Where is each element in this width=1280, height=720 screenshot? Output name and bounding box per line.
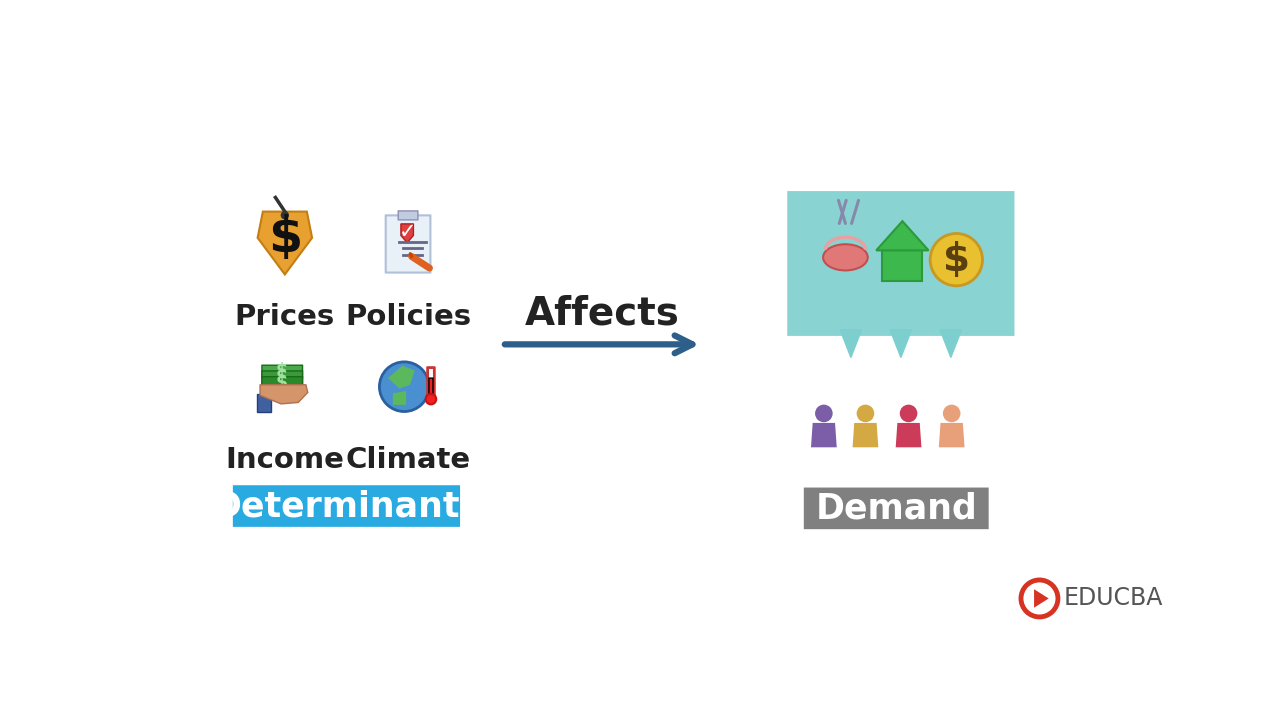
Polygon shape bbox=[940, 330, 961, 357]
Polygon shape bbox=[852, 423, 878, 447]
Text: $: $ bbox=[276, 368, 288, 386]
Text: Affects: Affects bbox=[525, 294, 680, 333]
Polygon shape bbox=[812, 423, 837, 447]
Text: ✓: ✓ bbox=[398, 222, 416, 242]
Text: Policies: Policies bbox=[346, 303, 471, 331]
Text: $: $ bbox=[268, 214, 302, 262]
FancyBboxPatch shape bbox=[398, 211, 417, 220]
Text: EDUCBA: EDUCBA bbox=[1064, 587, 1164, 611]
Circle shape bbox=[856, 405, 874, 422]
Text: Demand: Demand bbox=[815, 491, 977, 526]
FancyBboxPatch shape bbox=[429, 378, 433, 399]
Polygon shape bbox=[393, 391, 406, 405]
FancyBboxPatch shape bbox=[233, 485, 460, 527]
Polygon shape bbox=[938, 423, 965, 447]
Ellipse shape bbox=[823, 244, 868, 271]
Text: $: $ bbox=[943, 240, 970, 279]
Circle shape bbox=[815, 405, 833, 422]
FancyBboxPatch shape bbox=[428, 368, 434, 400]
FancyBboxPatch shape bbox=[804, 487, 988, 529]
Text: Climate: Climate bbox=[346, 446, 471, 474]
Circle shape bbox=[900, 405, 918, 422]
Polygon shape bbox=[890, 330, 911, 357]
Polygon shape bbox=[877, 221, 928, 251]
Polygon shape bbox=[388, 366, 415, 389]
FancyArrowPatch shape bbox=[504, 336, 692, 354]
Polygon shape bbox=[896, 423, 922, 447]
Polygon shape bbox=[882, 251, 923, 282]
Polygon shape bbox=[257, 395, 271, 412]
Polygon shape bbox=[260, 384, 307, 404]
FancyBboxPatch shape bbox=[262, 371, 302, 384]
FancyBboxPatch shape bbox=[787, 191, 1015, 336]
Polygon shape bbox=[840, 330, 861, 357]
Polygon shape bbox=[401, 224, 413, 243]
Circle shape bbox=[931, 233, 983, 286]
FancyBboxPatch shape bbox=[262, 377, 302, 390]
Circle shape bbox=[943, 405, 960, 422]
Circle shape bbox=[379, 362, 429, 412]
Text: $: $ bbox=[276, 362, 288, 380]
FancyBboxPatch shape bbox=[262, 365, 302, 378]
Polygon shape bbox=[257, 212, 312, 274]
Circle shape bbox=[426, 394, 436, 405]
Polygon shape bbox=[1034, 589, 1048, 608]
Text: Prices: Prices bbox=[234, 303, 335, 331]
Text: Income: Income bbox=[225, 446, 344, 474]
Circle shape bbox=[280, 211, 289, 220]
FancyBboxPatch shape bbox=[385, 215, 430, 273]
Text: $: $ bbox=[276, 374, 288, 392]
Text: Determinants: Determinants bbox=[212, 489, 480, 523]
